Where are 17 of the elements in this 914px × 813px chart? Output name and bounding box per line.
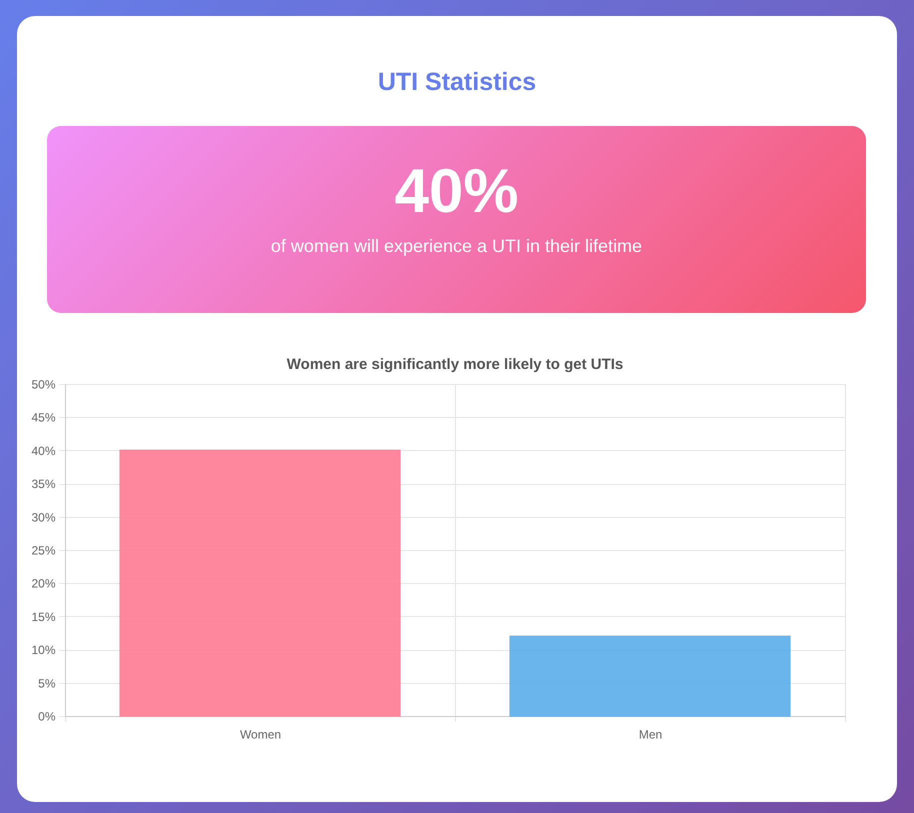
y-tick-label: 20% [31,576,56,591]
y-tick-label: 0% [38,710,56,724]
x-tick-label: Men [638,728,662,742]
chart-title: Women are significantly more likely to get UTIs [286,356,624,373]
y-tick-label: 30% [31,510,56,524]
y-tick-label: 50% [31,378,56,392]
text: UTI Statistics [376,68,538,97]
text: of women will experience a UTI in their lifetime [270,236,644,257]
y-tick-label: 25% [31,544,56,558]
text: 40% [393,156,520,228]
y-tick-label: 40% [31,444,56,458]
y-tick-label: 15% [31,610,56,624]
y-tick-label: 10% [31,643,56,658]
y-tick-label: 45% [31,410,56,425]
y-tick-label: 5% [38,676,56,690]
x-tick-label: Women [240,728,282,742]
y-tick-label: 35% [31,477,56,492]
